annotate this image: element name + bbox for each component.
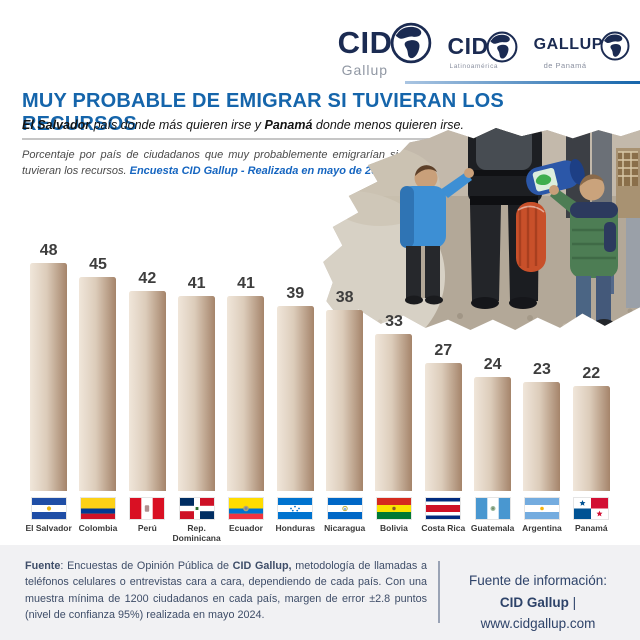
- flag-argentina-icon: [524, 498, 559, 519]
- flag-el-salvador-icon: [31, 498, 66, 519]
- flag-rep-dominicana-icon: [179, 498, 214, 519]
- migrants-photo: [323, 128, 640, 330]
- bar-column: 33 Bolivia: [369, 234, 418, 543]
- flag-colombia-icon: [80, 498, 115, 519]
- logo-cid-gallup-text: CID: [337, 25, 393, 61]
- footer-info-block: Fuente de información: CID Gallup | www.…: [452, 570, 624, 635]
- page-subtitle: El Salvador país donde más quieren irse …: [22, 118, 464, 132]
- flag-guatemala-icon: [475, 498, 510, 519]
- logo-gallup-panama-text: GALLUP: [533, 36, 603, 54]
- bar-value-label: 23: [533, 361, 551, 378]
- country-label: Rep. Dominicana: [172, 523, 221, 543]
- footer-url: | www.cidgallup.com: [480, 594, 596, 632]
- bar-value-label: 42: [138, 270, 157, 287]
- bar: [424, 363, 462, 491]
- bar-column: 45 Colombia: [73, 234, 122, 543]
- logo-gallup-panama-sub: de Panamá: [543, 60, 587, 70]
- bar: [474, 377, 512, 491]
- flag-bolivia-icon: [376, 498, 411, 519]
- globe-icon: [486, 31, 518, 62]
- country-label: Colombia: [78, 523, 118, 533]
- logo-cid-gallup: CID Gallup: [338, 22, 432, 78]
- divider-line: [22, 138, 442, 140]
- bar: [227, 296, 265, 491]
- subtitle-mid: país donde más quieren irse y: [90, 118, 265, 132]
- subtitle-end: donde menos quieren irse.: [312, 118, 464, 132]
- logo-cid-latam-text: CID: [447, 33, 489, 60]
- bar-value-label: 22: [582, 365, 601, 382]
- bar-value-label: 24: [483, 356, 502, 373]
- country-label: Guatemala: [470, 523, 515, 533]
- country-label: Argentina: [522, 523, 562, 533]
- country-label: El Salvador: [25, 523, 72, 533]
- country-label: Bolivia: [380, 523, 408, 533]
- bar-column: 39 Honduras: [271, 234, 320, 543]
- footer-seg1: : Encuestas de Opinión Pública de: [60, 560, 233, 572]
- bar-column: 48 El Salvador: [24, 234, 73, 543]
- subtitle-bold-el-salvador: El Salvador: [22, 118, 91, 132]
- bar-chart: 48 El Salvador 45 Colombia 42 Perú 41 Rep. Domi…: [24, 234, 616, 543]
- footer-fuente-bold: Fuente: [25, 560, 61, 572]
- flag-honduras-icon: [278, 498, 313, 519]
- bar-column: 42 Perú: [123, 234, 172, 543]
- country-label: Costa Rica: [421, 523, 466, 533]
- flag-costa-rica-icon: [426, 498, 461, 519]
- bar-value-label: 48: [39, 242, 58, 259]
- logo-gallup-panama: GALLUP de Panamá: [534, 31, 630, 70]
- bar: [79, 277, 117, 491]
- bar-column: 41 Ecuador: [221, 234, 270, 543]
- footer-info-label: Fuente de información:: [468, 573, 608, 588]
- flag-ecuador-icon: [228, 498, 263, 519]
- bar-column: 22 Panamá: [567, 234, 616, 543]
- header-logos: CID Gallup CID Latinoamérica GALLUP: [338, 22, 630, 78]
- country-label: Ecuador: [228, 523, 263, 533]
- chart-description: Porcentaje por país de ciudadanos que mu…: [22, 148, 398, 180]
- footer-brand: CID Gallup: [499, 594, 569, 610]
- subtitle-bold-panama: Panamá: [264, 118, 313, 132]
- logo-cid-latinoamerica: CID Latinoamérica: [448, 31, 518, 70]
- globe-icon: [600, 31, 630, 60]
- bar-column: 38 Nicaragua: [320, 234, 369, 543]
- bar: [276, 306, 314, 491]
- bar: [326, 310, 364, 491]
- bar-value-label: 41: [237, 275, 255, 292]
- flag-nicaragua-icon: [327, 498, 362, 519]
- bar-value-label: 27: [434, 342, 453, 359]
- bar-column: 24 Guatemala: [468, 234, 517, 543]
- footer-cid-gallup-bold: CID Gallup,: [232, 560, 292, 572]
- flag-panama-icon: [574, 498, 609, 519]
- bar: [30, 263, 68, 491]
- footer-seg2: metodología de llamadas a teléfonos celu…: [25, 560, 427, 622]
- bar-value-label: 45: [89, 256, 107, 273]
- migrants-photo-illustration: [323, 128, 640, 330]
- bar: [178, 296, 216, 491]
- country-label: Honduras: [275, 523, 316, 533]
- footer-brand-url: CID Gallup | www.cidgallup.com: [452, 592, 624, 635]
- bar: [375, 334, 413, 491]
- country-label: Nicaragua: [324, 523, 366, 533]
- country-label: Perú: [137, 523, 157, 533]
- bar: [572, 386, 610, 491]
- footer: Fuente: Encuestas de Opinión Pública de …: [0, 545, 640, 640]
- bar: [128, 291, 166, 491]
- logo-cid-gallup-sub: Gallup: [341, 62, 389, 78]
- bar-column: 23 Argentina: [517, 234, 566, 543]
- country-label: Panamá: [574, 523, 608, 533]
- bar-value-label: 33: [385, 313, 403, 330]
- bar-column: 27 Costa Rica: [419, 234, 468, 543]
- description-highlight: Encuesta CID Gallup - Realizada en mayo …: [129, 164, 390, 177]
- flag-peru-icon: [130, 498, 165, 519]
- footer-source-text: Fuente: Encuestas de Opinión Pública de …: [25, 558, 427, 624]
- bar: [523, 382, 561, 491]
- bar-column: 41 Rep. Dominicana: [172, 234, 221, 543]
- page-title: MUY PROBABLE DE EMIGRAR SI TUVIERAN LOS …: [22, 90, 504, 135]
- accent-line: [405, 81, 640, 84]
- description-text: Porcentaje por país de ciudadanos que mu…: [22, 149, 398, 177]
- globe-icon: [390, 22, 431, 64]
- bar-value-label: 39: [286, 285, 305, 302]
- footer-vertical-divider: [438, 561, 440, 623]
- logo-cid-latam-sub: Latinoamérica: [449, 62, 499, 70]
- bar-value-label: 38: [335, 289, 354, 306]
- bar-value-label: 41: [187, 275, 206, 292]
